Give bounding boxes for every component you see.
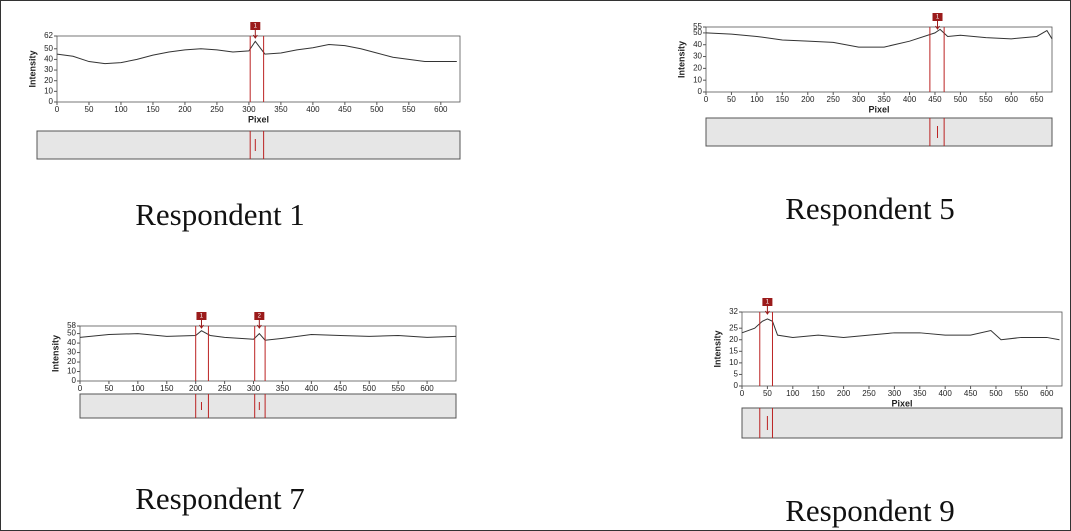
x-tick-label: 300 — [247, 384, 261, 393]
y-tick-label: 40 — [44, 55, 53, 64]
y-axis-label: Intensity — [676, 41, 686, 78]
x-tick-label: 350 — [276, 384, 290, 393]
y-tick-label: 20 — [44, 76, 53, 85]
y-tick-label: 58 — [67, 321, 76, 330]
x-axis-label: Pixel — [248, 114, 269, 124]
x-tick-label: 0 — [704, 95, 709, 104]
x-tick-label: 500 — [370, 105, 384, 114]
x-tick-label: 400 — [938, 389, 952, 398]
x-tick-label: 300 — [242, 105, 256, 114]
y-tick-label: 20 — [693, 63, 702, 72]
x-tick-label: 350 — [913, 389, 927, 398]
y-tick-label: 50 — [44, 44, 53, 53]
y-tick-label: 0 — [698, 87, 703, 96]
x-tick-label: 200 — [189, 384, 203, 393]
y-tick-label: 30 — [44, 65, 53, 74]
caption: Respondent 5 — [785, 191, 955, 226]
x-tick-label: 0 — [55, 105, 60, 114]
x-tick-label: 300 — [888, 389, 902, 398]
x-tick-label: 250 — [218, 384, 232, 393]
y-tick-label: 10 — [729, 358, 738, 367]
x-tick-label: 450 — [334, 384, 348, 393]
x-tick-label: 300 — [852, 95, 866, 104]
y-tick-label: 40 — [693, 40, 702, 49]
x-tick-label: 250 — [827, 95, 841, 104]
y-tick-label: 40 — [67, 338, 76, 347]
y-tick-label: 32 — [729, 307, 738, 316]
x-tick-label: 450 — [964, 389, 978, 398]
x-tick-label: 550 — [391, 384, 405, 393]
caption: Respondent 9 — [785, 493, 955, 528]
y-tick-label: 25 — [729, 323, 738, 332]
x-tick-label: 50 — [85, 105, 94, 114]
strip — [80, 394, 456, 418]
x-tick-label: 100 — [786, 389, 800, 398]
x-tick-label: 100 — [131, 384, 145, 393]
y-tick-label: 20 — [67, 357, 76, 366]
x-tick-label: 200 — [801, 95, 815, 104]
x-tick-label: 100 — [114, 105, 128, 114]
x-tick-label: 500 — [989, 389, 1003, 398]
y-tick-label: 55 — [693, 22, 702, 31]
x-tick-label: 50 — [727, 95, 736, 104]
x-tick-label: 0 — [78, 384, 83, 393]
y-tick-label: 0 — [734, 381, 739, 390]
x-tick-label: 150 — [812, 389, 826, 398]
x-tick-label: 150 — [160, 384, 174, 393]
y-tick-label: 0 — [49, 97, 54, 106]
x-tick-label: 50 — [104, 384, 113, 393]
x-tick-label: 500 — [954, 95, 968, 104]
x-tick-label: 100 — [750, 95, 764, 104]
strip — [742, 408, 1062, 438]
x-tick-label: 400 — [903, 95, 917, 104]
y-tick-label: 62 — [44, 31, 53, 40]
y-tick-label: 10 — [44, 86, 53, 95]
y-tick-label: 30 — [693, 52, 702, 61]
y-tick-label: 15 — [729, 346, 738, 355]
figure: 0102030405062050100150200250300350400450… — [0, 0, 1071, 531]
y-tick-label: 5 — [734, 370, 739, 379]
x-axis-label: Pixel — [891, 398, 912, 408]
frame — [1, 1, 1071, 531]
x-tick-label: 150 — [776, 95, 790, 104]
x-tick-label: 0 — [740, 389, 745, 398]
caption: Respondent 1 — [135, 197, 305, 232]
x-tick-label: 550 — [979, 95, 993, 104]
x-tick-label: 400 — [305, 384, 319, 393]
x-tick-label: 350 — [274, 105, 288, 114]
x-tick-label: 450 — [338, 105, 352, 114]
x-tick-label: 150 — [146, 105, 160, 114]
y-tick-label: 0 — [72, 376, 77, 385]
y-axis-label: Intensity — [50, 335, 60, 372]
caption: Respondent 7 — [135, 481, 305, 516]
x-tick-label: 350 — [877, 95, 891, 104]
y-tick-label: 20 — [729, 335, 738, 344]
y-tick-label: 10 — [67, 367, 76, 376]
x-tick-label: 550 — [1015, 389, 1029, 398]
x-tick-label: 500 — [363, 384, 377, 393]
strip — [706, 118, 1052, 146]
y-tick-label: 30 — [67, 348, 76, 357]
x-tick-label: 550 — [402, 105, 416, 114]
x-tick-label: 250 — [862, 389, 876, 398]
x-tick-label: 400 — [306, 105, 320, 114]
x-tick-label: 600 — [1005, 95, 1019, 104]
x-axis-label: Pixel — [868, 104, 889, 114]
x-tick-label: 200 — [837, 389, 851, 398]
x-tick-label: 600 — [434, 105, 448, 114]
y-axis-label: Intensity — [712, 330, 722, 367]
strip — [37, 131, 460, 159]
y-tick-label: 10 — [693, 75, 702, 84]
x-tick-label: 250 — [210, 105, 224, 114]
x-tick-label: 50 — [763, 389, 772, 398]
x-tick-label: 600 — [1040, 389, 1054, 398]
x-tick-label: 650 — [1030, 95, 1044, 104]
x-tick-label: 450 — [928, 95, 942, 104]
x-tick-label: 200 — [178, 105, 192, 114]
y-axis-label: Intensity — [27, 50, 37, 87]
x-tick-label: 600 — [420, 384, 434, 393]
